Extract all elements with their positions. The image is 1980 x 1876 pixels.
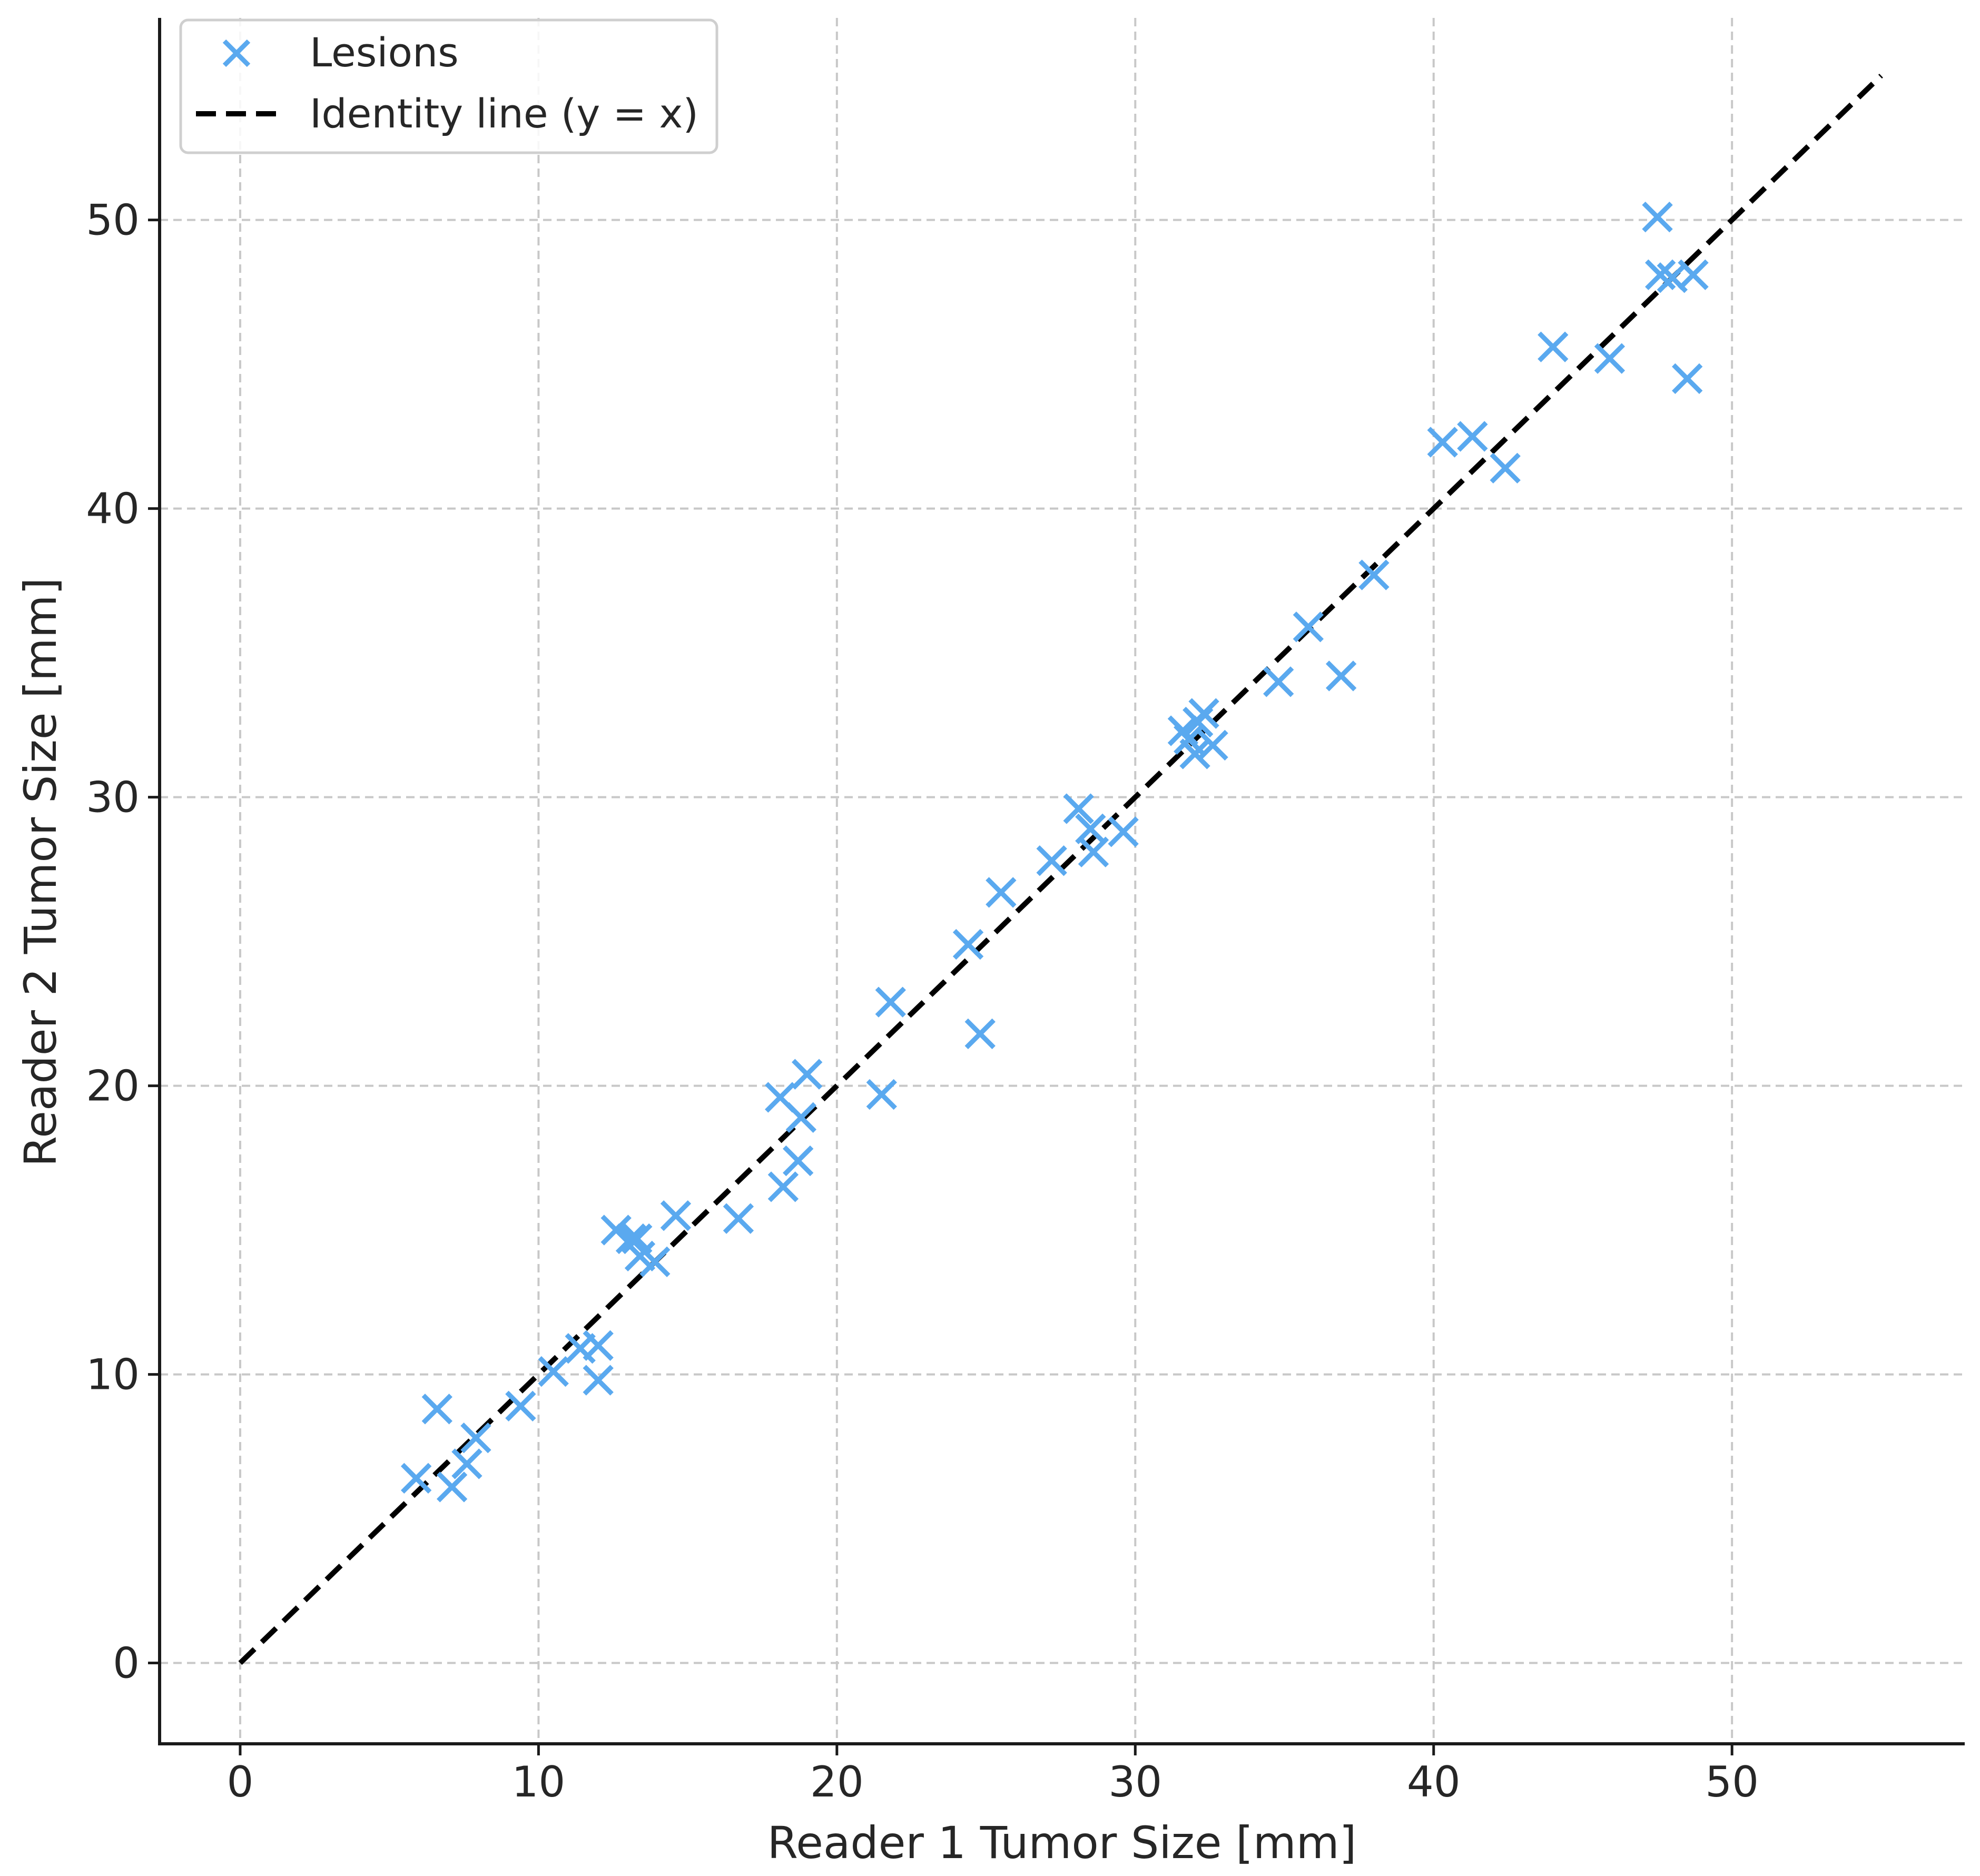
data-point <box>1490 452 1521 484</box>
data-point <box>866 1079 897 1110</box>
legend: Lesions Identity line (y = x) <box>179 18 718 154</box>
data-point <box>1078 836 1109 867</box>
ticks: 0 10 20 30 40 50 0 10 20 30 40 50 <box>86 196 1759 1806</box>
y-axis-label: Reader 2 Tumor Size [mm] <box>15 578 66 1167</box>
legend-box <box>179 18 718 154</box>
axes <box>158 18 1965 1745</box>
data-point <box>723 1203 754 1234</box>
y-tick-label: 0 <box>113 1639 140 1688</box>
data-point <box>1063 793 1094 824</box>
y-tick-label: 40 <box>86 485 140 534</box>
data-point <box>583 1330 614 1361</box>
data-point <box>1645 259 1676 290</box>
data-point <box>615 1223 647 1255</box>
data-point <box>1642 201 1673 233</box>
data-point <box>1538 331 1569 362</box>
data-point <box>1427 427 1458 458</box>
data-point <box>538 1356 569 1387</box>
grid <box>160 18 1965 1744</box>
data-point <box>660 1200 692 1231</box>
data-point <box>460 1422 491 1454</box>
data-point <box>875 986 906 1018</box>
data-point <box>1678 259 1709 290</box>
data-point <box>1358 559 1390 590</box>
x-tick-label: 40 <box>1407 1757 1461 1806</box>
data-point <box>1457 421 1488 452</box>
y-tick-label: 20 <box>86 1062 140 1111</box>
data-point <box>986 877 1017 908</box>
data-point <box>1594 343 1626 374</box>
data-point <box>639 1246 671 1278</box>
data-point <box>1672 363 1703 394</box>
data-point <box>1263 666 1294 697</box>
x-tick-label: 30 <box>1108 1757 1162 1806</box>
data-point <box>1108 816 1139 847</box>
data-point <box>785 1102 817 1133</box>
legend-label-identity-line: Identity line (y = x) <box>310 90 698 137</box>
data-point <box>1197 729 1228 761</box>
data-point <box>767 1171 799 1202</box>
data-point <box>400 1463 432 1494</box>
data-point <box>436 1472 468 1503</box>
data-point <box>952 929 984 960</box>
data-point <box>792 1059 823 1090</box>
x-tick-label: 50 <box>1705 1757 1759 1806</box>
data-point <box>783 1145 814 1177</box>
data-point <box>505 1390 536 1422</box>
data-point <box>583 1365 614 1396</box>
x-tick-label: 0 <box>226 1757 253 1806</box>
data-point <box>1179 738 1210 769</box>
data-point <box>1188 698 1219 729</box>
data-point <box>600 1215 632 1246</box>
y-tick-label: 30 <box>86 773 140 822</box>
data-point <box>451 1448 482 1479</box>
data-point <box>1325 660 1357 692</box>
x-axis-label: Reader 1 Tumor Size [mm] <box>767 1817 1357 1869</box>
scatter-points <box>400 201 1709 1503</box>
legend-marker-lesions <box>222 39 251 67</box>
legend-label-lesions: Lesions <box>310 29 459 76</box>
data-point <box>421 1394 452 1425</box>
x-tick-label: 10 <box>511 1757 565 1806</box>
data-point <box>1036 845 1067 876</box>
y-tick-label: 50 <box>86 196 140 245</box>
x-tick-label: 20 <box>810 1757 864 1806</box>
data-point <box>964 1018 996 1050</box>
data-point <box>1293 611 1324 643</box>
y-tick-label: 10 <box>86 1350 140 1399</box>
